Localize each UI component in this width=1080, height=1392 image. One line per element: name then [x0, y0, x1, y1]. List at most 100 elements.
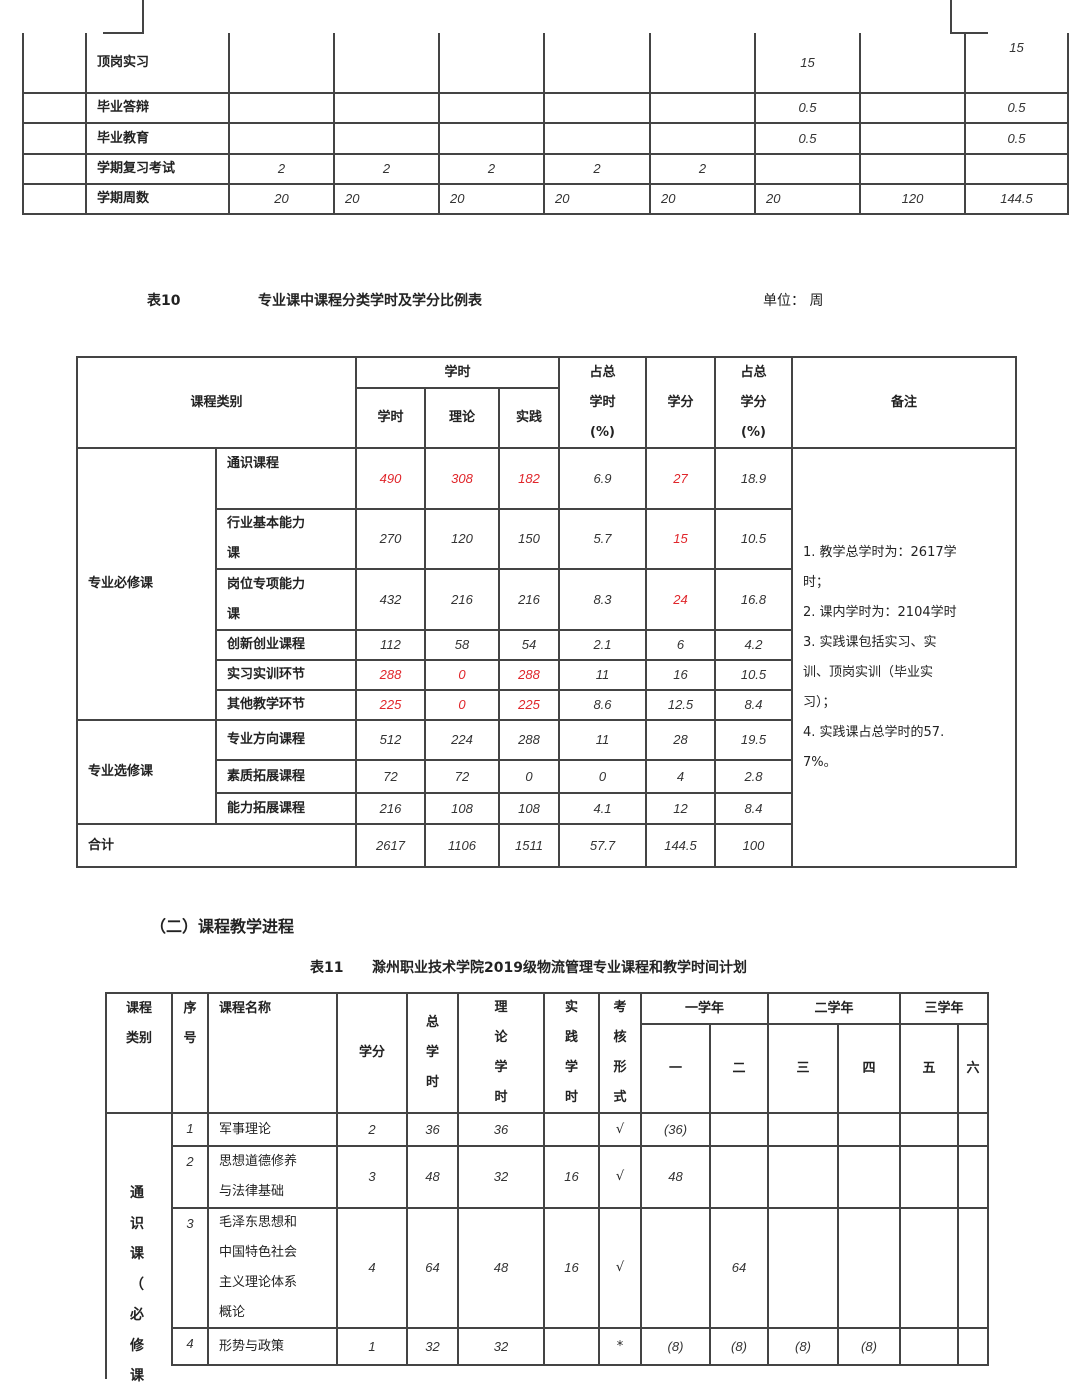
row-theory: 32	[459, 1329, 545, 1366]
row-name: 毛泽东思想和 中国特色社会 主义理论体系 概论	[209, 1209, 338, 1329]
row-term	[839, 1114, 901, 1147]
header-total: 总 学 时	[408, 994, 459, 1114]
value-cell: 144.5	[966, 185, 1069, 215]
header-theory: 理 论 学 时	[459, 994, 545, 1114]
row-term: (8)	[711, 1329, 769, 1366]
course-type: 行业基本能力 课	[217, 510, 357, 570]
value-cell: 16.8	[716, 570, 793, 631]
page-corner-mark-right	[950, 32, 988, 34]
total-value: 57.7	[560, 825, 647, 868]
row-term: (8)	[769, 1329, 839, 1366]
page-corner-mark-left	[103, 32, 144, 34]
table10-title: 专业课中课程分类学时及学分比例表	[258, 293, 482, 309]
value-cell	[335, 94, 440, 124]
value-cell	[861, 33, 966, 94]
value-cell: 225	[357, 691, 426, 721]
value-cell: 2	[335, 155, 440, 185]
value-cell: 10.5	[716, 510, 793, 570]
header-term: 五	[901, 1025, 959, 1114]
value-cell: 5.7	[560, 510, 647, 570]
value-cell: 12	[647, 794, 716, 825]
header-year: 一学年	[642, 994, 769, 1025]
value-cell: 288	[500, 661, 560, 691]
value-cell: 0.5	[756, 94, 861, 124]
row-name: 形势与政策	[209, 1329, 338, 1366]
table11-title: 滁州职业技术学院2019级物流管理专业课程和教学时间计划	[372, 960, 747, 976]
value-cell: 20	[440, 185, 545, 215]
row-blank	[24, 155, 87, 185]
value-cell: 20	[545, 185, 651, 215]
header-term: 二	[711, 1025, 769, 1114]
value-cell	[861, 155, 966, 185]
row-credits: 3	[338, 1147, 408, 1209]
value-cell: 0.5	[756, 124, 861, 155]
value-cell: 2	[545, 155, 651, 185]
group-label: 专业选修课	[78, 721, 217, 825]
row-label: 学期复习考试	[87, 155, 230, 185]
value-cell: 8.3	[560, 570, 647, 631]
row-total: 32	[408, 1329, 459, 1366]
total-value: 2617	[357, 825, 426, 868]
course-type: 岗位专项能力 课	[217, 570, 357, 631]
value-cell: 4	[647, 761, 716, 794]
row-theory: 32	[459, 1147, 545, 1209]
course-type: 创新创业课程	[217, 631, 357, 661]
value-cell: 15	[966, 33, 1069, 94]
value-cell: 0	[426, 661, 500, 691]
value-cell: 2	[230, 155, 335, 185]
header-credits-pct: 占总 学分 (%)	[716, 358, 793, 449]
value-cell: 112	[357, 631, 426, 661]
value-cell: 0	[426, 691, 500, 721]
value-cell: 15	[756, 33, 861, 94]
value-cell: 20	[230, 185, 335, 215]
row-term	[769, 1147, 839, 1209]
value-cell: 12.5	[647, 691, 716, 721]
table11-number: 表11	[310, 960, 344, 976]
value-cell: 216	[500, 570, 560, 631]
row-term: (8)	[839, 1329, 901, 1366]
value-cell: 120	[426, 510, 500, 570]
value-cell: 432	[357, 570, 426, 631]
value-cell	[440, 33, 545, 94]
row-term	[959, 1114, 989, 1147]
page-corner-mark-left	[142, 0, 144, 34]
row-practice	[545, 1329, 600, 1366]
value-cell: 11	[560, 661, 647, 691]
page-corner-mark-right	[950, 0, 952, 34]
value-cell: 0	[560, 761, 647, 794]
header-year: 二学年	[769, 994, 901, 1025]
value-cell: 150	[500, 510, 560, 570]
value-cell	[440, 124, 545, 155]
value-cell: 288	[357, 661, 426, 691]
value-cell	[651, 124, 756, 155]
group-label: 专业必修课	[78, 449, 217, 721]
value-cell: 4.2	[716, 631, 793, 661]
row-credits: 4	[338, 1209, 408, 1329]
header-notes: 备注	[793, 358, 1017, 449]
section-heading: （二）课程教学进程	[150, 917, 295, 936]
total-value: 1511	[500, 825, 560, 868]
header-credits: 学分	[647, 358, 716, 449]
course-type: 其他教学环节	[217, 691, 357, 721]
row-total: 48	[408, 1147, 459, 1209]
row-term: (8)	[642, 1329, 711, 1366]
row-blank	[24, 124, 87, 155]
value-cell	[545, 124, 651, 155]
row-total: 64	[408, 1209, 459, 1329]
row-label: 毕业教育	[87, 124, 230, 155]
value-cell: 216	[426, 570, 500, 631]
header-credits: 学分	[338, 994, 408, 1114]
header-practice: 实 践 学 时	[545, 994, 600, 1114]
header-term: 三	[769, 1025, 839, 1114]
row-practice: 16	[545, 1147, 600, 1209]
row-term: 64	[711, 1209, 769, 1329]
value-cell	[966, 155, 1069, 185]
row-label: 毕业答辩	[87, 94, 230, 124]
row-name: 军事理论	[209, 1114, 338, 1147]
row-name: 思想道德修养 与法律基础	[209, 1147, 338, 1209]
value-cell: 6	[647, 631, 716, 661]
value-cell	[230, 124, 335, 155]
value-cell: 308	[426, 449, 500, 510]
value-cell: 6.9	[560, 449, 647, 510]
value-cell: 225	[500, 691, 560, 721]
